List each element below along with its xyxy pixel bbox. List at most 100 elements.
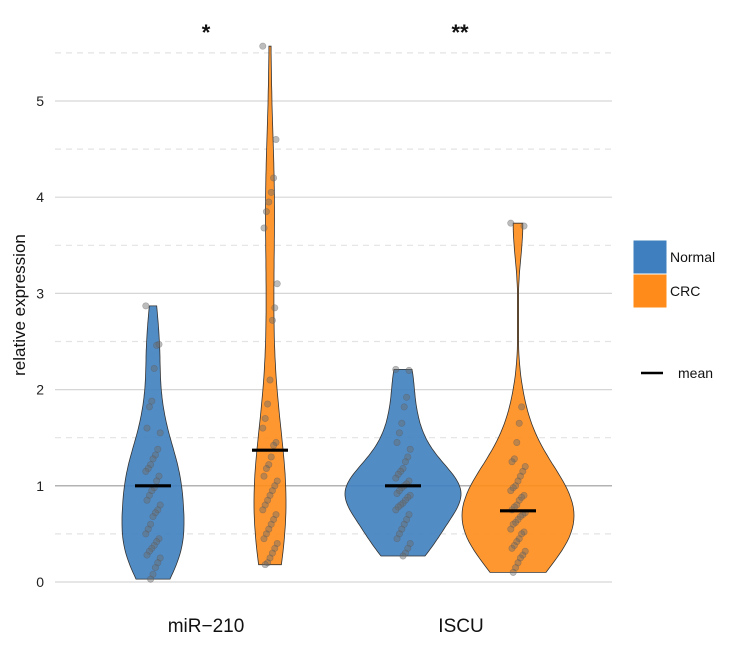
data-point bbox=[153, 341, 161, 349]
data-point bbox=[405, 366, 413, 374]
data-point bbox=[405, 477, 413, 485]
data-point bbox=[265, 461, 273, 469]
data-point bbox=[520, 222, 528, 230]
data-point bbox=[395, 530, 403, 538]
data-point bbox=[155, 535, 163, 543]
data-point bbox=[259, 424, 267, 432]
legend-swatch-normal bbox=[632, 239, 668, 275]
data-point bbox=[404, 493, 412, 501]
data-point bbox=[143, 551, 151, 559]
data-point bbox=[265, 198, 273, 206]
data-point bbox=[153, 477, 161, 485]
data-point bbox=[268, 487, 276, 495]
data-point bbox=[518, 530, 526, 538]
legend-label-crc: CRC bbox=[670, 283, 700, 299]
data-point bbox=[154, 506, 162, 514]
data-point bbox=[156, 429, 164, 437]
data-point bbox=[520, 528, 528, 536]
data-point bbox=[519, 467, 527, 475]
data-point bbox=[401, 458, 409, 466]
data-point bbox=[262, 208, 270, 216]
data-point bbox=[404, 453, 412, 461]
violins bbox=[121, 45, 575, 580]
data-point bbox=[267, 520, 275, 528]
violin-normal bbox=[121, 305, 185, 580]
data-point bbox=[156, 501, 164, 509]
data-point bbox=[404, 544, 412, 552]
data-point bbox=[270, 515, 278, 523]
data-point bbox=[510, 455, 518, 463]
data-point bbox=[393, 439, 401, 447]
data-point bbox=[395, 487, 403, 495]
legend-swatch-crc bbox=[632, 273, 668, 309]
data-point bbox=[406, 445, 414, 453]
category-label: miR−210 bbox=[168, 616, 245, 637]
data-point bbox=[399, 552, 407, 560]
data-point bbox=[147, 575, 155, 583]
data-point bbox=[513, 501, 521, 509]
data-point bbox=[154, 445, 162, 453]
data-point bbox=[400, 403, 408, 411]
data-point bbox=[151, 564, 159, 572]
data-point bbox=[262, 530, 270, 538]
data-point bbox=[143, 496, 151, 504]
data-point bbox=[260, 224, 268, 232]
data-point bbox=[148, 487, 156, 495]
data-point bbox=[514, 559, 522, 567]
significance-marker: ** bbox=[451, 20, 469, 45]
data-point bbox=[151, 509, 159, 517]
y-tick-label: 3 bbox=[36, 285, 44, 301]
data-point bbox=[267, 188, 275, 196]
data-point bbox=[512, 564, 520, 572]
data-point bbox=[271, 544, 279, 552]
data-point bbox=[508, 458, 516, 466]
data-point bbox=[392, 474, 400, 482]
violin-crc bbox=[253, 45, 287, 566]
data-point bbox=[521, 463, 529, 471]
data-point bbox=[512, 482, 520, 490]
data-point bbox=[399, 499, 407, 507]
violin-crc bbox=[461, 222, 575, 573]
data-point bbox=[272, 511, 280, 519]
data-point bbox=[150, 364, 158, 372]
legend-label-normal: Normal bbox=[670, 249, 715, 265]
data-point bbox=[507, 219, 515, 227]
data-point bbox=[142, 467, 150, 475]
y-tick-label: 5 bbox=[36, 93, 44, 109]
y-tick-label: 1 bbox=[36, 478, 44, 494]
data-point bbox=[520, 491, 528, 499]
data-point bbox=[507, 525, 515, 533]
data-point bbox=[394, 503, 402, 511]
data-point bbox=[516, 513, 524, 521]
data-point bbox=[142, 302, 150, 310]
data-point bbox=[515, 496, 523, 504]
data-point bbox=[406, 491, 414, 499]
data-point bbox=[144, 464, 152, 472]
data-point bbox=[397, 467, 405, 475]
data-point bbox=[514, 477, 522, 485]
data-point bbox=[518, 403, 526, 411]
y-axis-label: relative expression bbox=[10, 234, 29, 376]
data-point bbox=[395, 429, 403, 437]
data-point bbox=[154, 559, 162, 567]
data-point bbox=[149, 513, 157, 521]
data-point bbox=[262, 464, 270, 472]
data-point bbox=[271, 304, 279, 312]
data-point bbox=[155, 340, 163, 348]
data-point bbox=[261, 561, 269, 569]
y-axis: 0 1 2 3 4 5 bbox=[36, 93, 44, 590]
data-point bbox=[142, 530, 150, 538]
data-point bbox=[406, 540, 414, 548]
data-point bbox=[513, 538, 521, 546]
data-point bbox=[156, 554, 164, 562]
data-point bbox=[155, 472, 163, 480]
data-point bbox=[515, 535, 523, 543]
data-point bbox=[521, 547, 529, 555]
data-point bbox=[509, 520, 517, 528]
data-point bbox=[271, 482, 279, 490]
data-point bbox=[145, 547, 153, 555]
data-point bbox=[265, 525, 273, 533]
data-point bbox=[516, 554, 524, 562]
data-point bbox=[394, 470, 402, 478]
